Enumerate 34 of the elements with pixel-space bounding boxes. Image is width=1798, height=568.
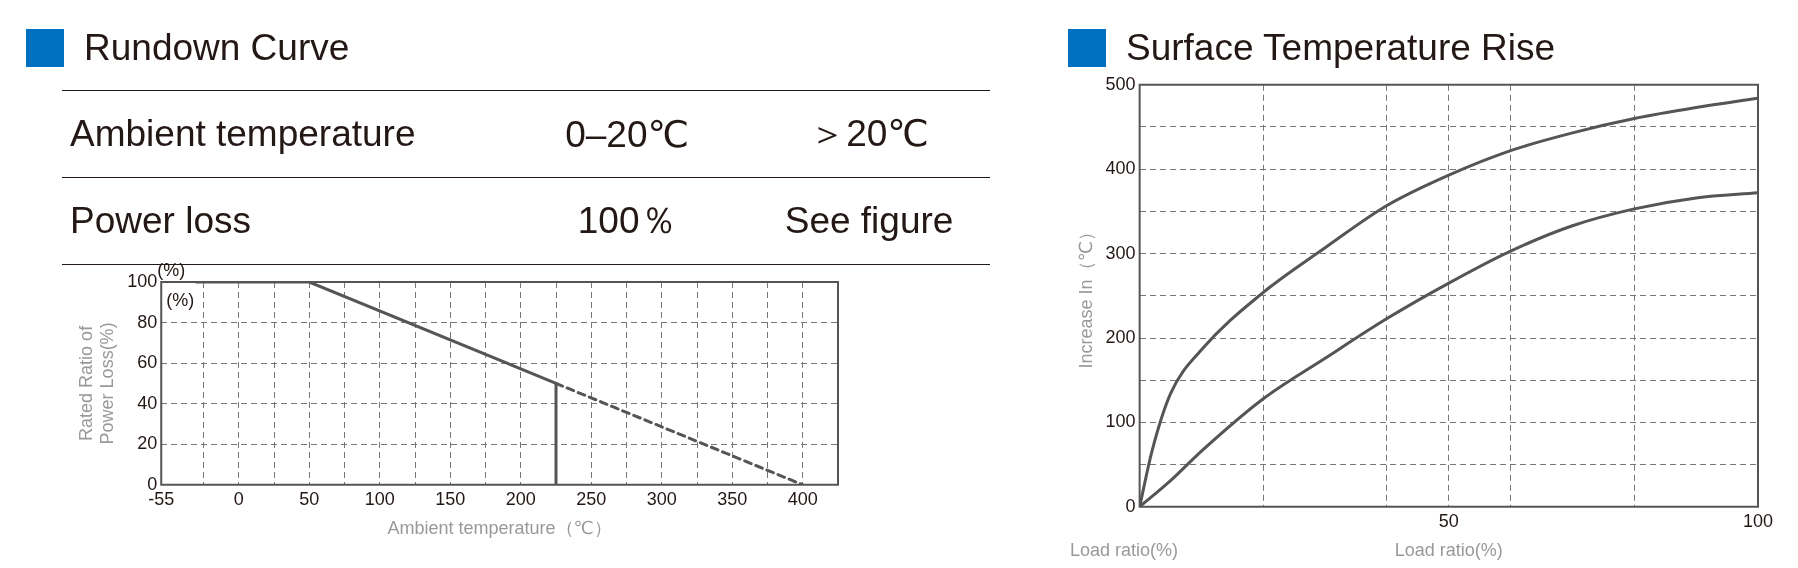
y-tick-label: 20 — [137, 433, 158, 454]
x-axis-title: Load ratio(%) — [1394, 540, 1503, 561]
y-tick-label: 100 — [127, 270, 158, 291]
y-tick-label: 500 — [1105, 73, 1136, 94]
x-tick-label: 150 — [435, 488, 466, 509]
y-tick-label: 80 — [137, 311, 158, 332]
y-axis-title: Increase In（℃） — [1075, 223, 1096, 369]
y-tick-label: 60 — [137, 352, 158, 373]
text: Power loss — [69, 200, 252, 242]
x-axis-title: Ambient temperature（℃） — [387, 518, 612, 539]
y-tick-label: 40 — [137, 392, 158, 413]
y-tick-label: 100 — [1105, 411, 1136, 432]
x-tick-label: 350 — [717, 488, 748, 509]
text: Load ratio(%) — [1070, 539, 1179, 560]
x-tick-label: 100 — [364, 488, 395, 509]
y-tick-label: 200 — [1105, 326, 1136, 347]
annotation: (%) — [166, 289, 195, 310]
x-tick-label: 50 — [1438, 510, 1459, 531]
x-tick-label: 300 — [646, 488, 677, 509]
x-tick-label: 0 — [233, 488, 244, 509]
text: 0–20℃ — [564, 112, 691, 156]
text: ＞20℃ — [808, 112, 930, 156]
x-tick-label: 250 — [576, 488, 607, 509]
y-tick-label: 400 — [1105, 158, 1136, 179]
x-tick-label: 50 — [299, 488, 320, 509]
x-tick-label: 400 — [787, 488, 818, 509]
text: Rundown Curve — [84, 27, 350, 69]
y-tick-label: 300 — [1105, 242, 1136, 263]
text: 100％ — [576, 199, 678, 243]
chart-title: Surface Temperature Rise — [1126, 27, 1556, 69]
text: Ambient temperature — [69, 113, 417, 155]
y-axis-title: Rated Ratio of Power Loss(%) — [75, 322, 118, 445]
text: See figure — [783, 200, 955, 242]
x-tick-label: 200 — [505, 488, 536, 509]
